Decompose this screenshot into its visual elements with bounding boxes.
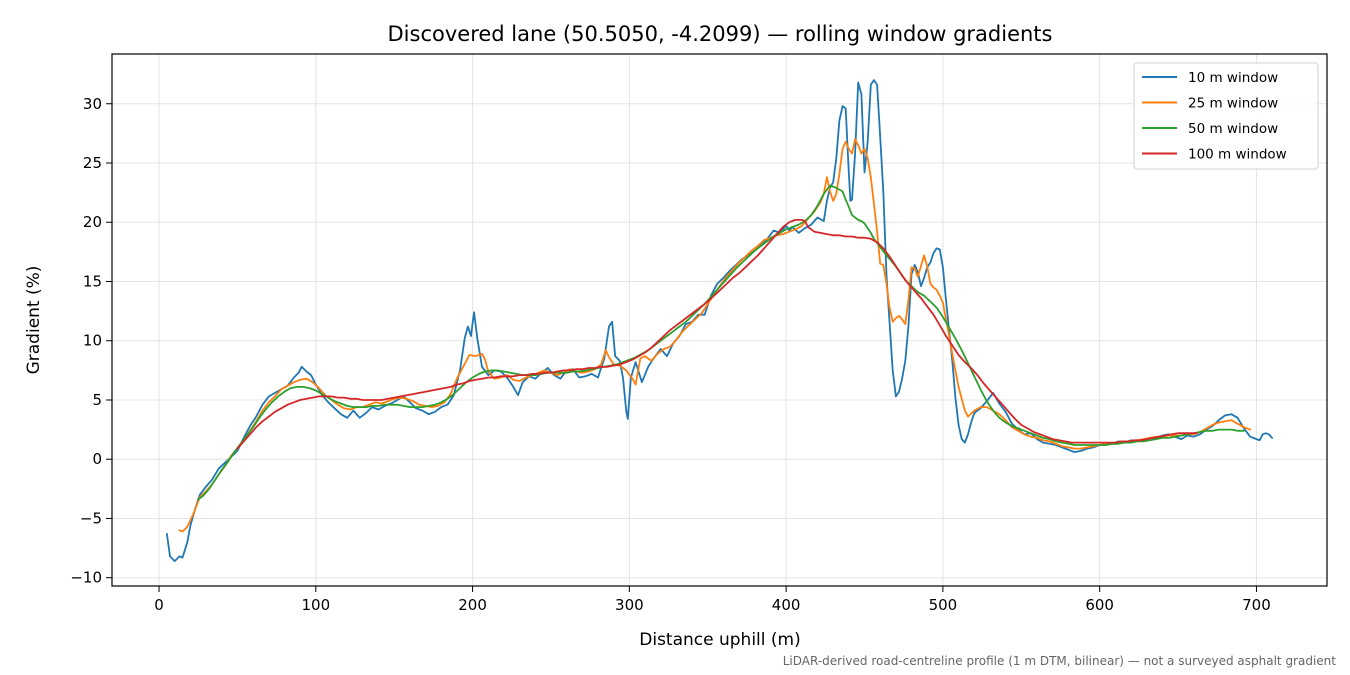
series-line-2: [197, 184, 1245, 501]
y-tick-label: 20: [83, 213, 102, 231]
y-tick-label: 0: [92, 450, 102, 468]
series-line-3: [236, 219, 1198, 450]
legend-box: [1133, 62, 1319, 170]
legend: 10 m window 25 m window 50 m window 100 m w…: [1133, 62, 1319, 170]
legend-entry: 50 m window: [1188, 121, 1278, 137]
legend-entry: 10 m window: [1188, 70, 1278, 86]
x-tick-label: 500: [929, 596, 958, 614]
legend-entry: 100 m window: [1188, 147, 1287, 163]
legend-entry: 25 m window: [1188, 96, 1278, 112]
x-tick-label: 0: [154, 596, 164, 614]
y-tick-label: 30: [83, 95, 102, 113]
x-tick-label: 400: [772, 596, 801, 614]
chart-title: Discovered lane (50.5050, -4.2099) — rol…: [388, 22, 1053, 46]
y-tick-label: 5: [92, 391, 102, 409]
footnote: LiDAR-derived road-centreline profile (1…: [783, 654, 1337, 668]
y-tick-label: −5: [80, 509, 102, 527]
x-tick-label: 100: [301, 596, 330, 614]
y-tick-label: −10: [70, 569, 102, 587]
x-axis: 0 100 200 300 400 500 600 700: [154, 586, 1271, 614]
y-axis: −10 −5 0 5 10 15 20 25 30: [70, 95, 112, 587]
plot-frame: [111, 53, 1328, 587]
x-tick-label: 600: [1085, 596, 1114, 614]
x-axis-label: Distance uphill (m): [639, 630, 800, 650]
y-tick-label: 15: [83, 272, 102, 290]
y-tick-label: 25: [83, 154, 102, 172]
series-line-0: [166, 79, 1273, 562]
x-tick-label: 200: [458, 596, 487, 614]
series-lines: [166, 79, 1273, 562]
y-axis-label: Gradient (%): [24, 266, 44, 375]
series-line-1: [178, 138, 1252, 533]
x-tick-label: 300: [615, 596, 644, 614]
y-tick-label: 10: [83, 332, 102, 350]
x-tick-label: 700: [1242, 596, 1271, 614]
